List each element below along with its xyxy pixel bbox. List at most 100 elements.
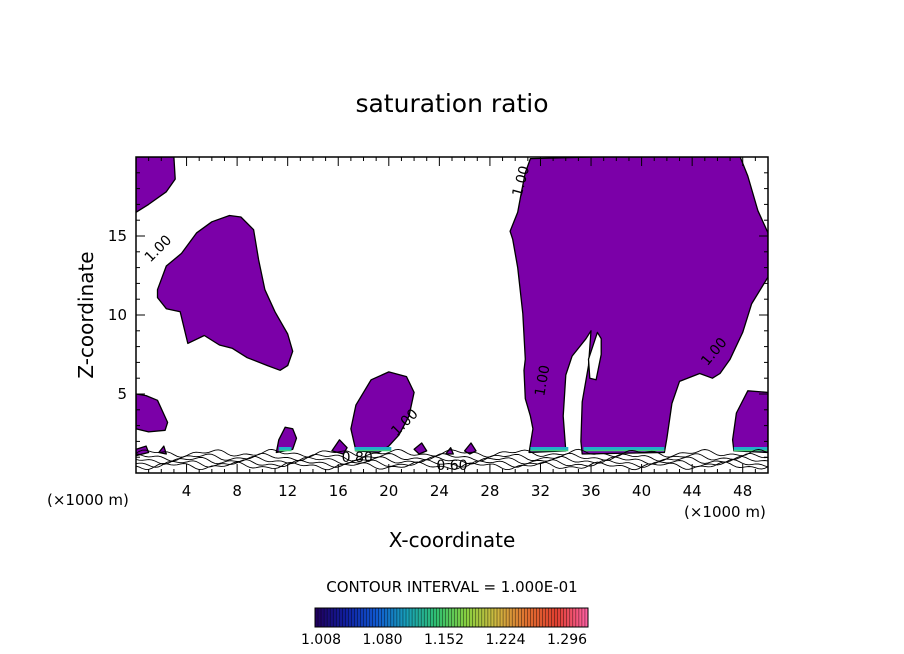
colorbar-cell: [533, 608, 537, 627]
y-tick-label: 5: [117, 385, 127, 403]
colorbar-cell: [387, 608, 392, 627]
colorbar-cell: [345, 608, 349, 627]
colorbar-cell: [375, 608, 379, 627]
colorbar-cell: [548, 608, 552, 627]
region-small-11: [275, 426, 298, 454]
surface-contour-line: [136, 448, 768, 458]
x-axis-label: X-coordinate: [389, 528, 516, 552]
colorbar-cell: [481, 608, 486, 627]
colorbar-cell: [536, 608, 540, 627]
colorbar-cell: [342, 608, 346, 627]
colorbar-cell: [366, 608, 370, 627]
x-tick-label: 24: [430, 482, 449, 500]
colorbar: [314, 608, 589, 627]
region-small-22: [413, 442, 428, 455]
colorbar-cell: [493, 608, 498, 627]
colorbar-cell: [415, 608, 419, 627]
colorbar-cell: [530, 608, 534, 627]
colorbar-cell: [515, 608, 519, 627]
colorbar-cell: [490, 608, 495, 627]
colorbar-label: 1.296: [547, 632, 587, 648]
colorbar-cell: [372, 608, 376, 627]
colorbar-cell: [454, 608, 458, 627]
colorbar-cell: [448, 608, 452, 627]
colorbar-cell: [402, 608, 407, 627]
colorbar-cell: [509, 608, 513, 627]
colorbar-cell: [369, 608, 373, 627]
contour-label: 1.00: [532, 364, 553, 397]
colorbar-cell: [396, 608, 401, 627]
colorbar-cell: [566, 608, 571, 627]
colorbar-cell: [545, 608, 549, 627]
x-tick-label: 48: [733, 482, 752, 500]
colorbar-cell: [318, 608, 322, 627]
colorbar-label: 1.008: [301, 632, 341, 648]
colorbar-cell: [521, 608, 525, 627]
x-axis-ticks: 4 8 12 16 20 24 28 32 36 40 44 48: [148, 157, 756, 500]
colorbar-cell: [466, 608, 470, 627]
contour-label: 0.80: [342, 450, 373, 466]
colorbar-cell: [390, 608, 395, 627]
region-center-right: [509, 157, 768, 455]
colorbar-cell: [569, 608, 574, 627]
colorbar-cell: [560, 608, 565, 627]
colorbar-cell: [393, 608, 398, 627]
colorbar-cell: [551, 608, 555, 627]
colorbar-frame: [314, 607, 589, 628]
colorbar-cell: [472, 608, 477, 627]
colorbar-cell: [497, 608, 501, 627]
region-left-cloud: [156, 214, 294, 371]
colorbar-cell: [327, 608, 331, 627]
colorbar-cell: [430, 608, 434, 627]
colorbar-label: 1.080: [362, 632, 402, 648]
colorbar-cell: [445, 608, 449, 627]
saturated-regions: [136, 157, 768, 457]
x-tick-label: 36: [581, 482, 600, 500]
colorbar-cell: [406, 608, 410, 627]
colorbar-cell: [336, 608, 340, 627]
x-tick-label: 4: [182, 482, 192, 500]
colorbar-cell: [563, 608, 568, 627]
colorbar-cell: [539, 608, 543, 627]
colorbar-cell: [478, 608, 483, 627]
colorbar-cell: [542, 608, 546, 627]
chart-title: saturation ratio: [355, 89, 548, 118]
colorbar-cell: [500, 608, 504, 627]
colorbar-cell: [442, 608, 446, 627]
colorbar-cell: [354, 608, 358, 627]
colorbar-cell: [418, 608, 422, 627]
colorbar-cell: [451, 608, 455, 627]
colorbar-label: 1.224: [485, 632, 525, 648]
colorbar-cell: [512, 608, 516, 627]
region-low-right: [731, 390, 768, 454]
region-low-left: [136, 393, 169, 433]
y-axis-label: Z-coordinate: [74, 251, 98, 378]
colorbar-cell: [321, 608, 325, 627]
colorbar-cell: [433, 608, 437, 627]
colorbar-cell: [460, 608, 464, 627]
surface-contour-line: [136, 456, 768, 465]
colorbar-cell: [324, 608, 328, 627]
y-unit-label: (×1000 m): [684, 503, 766, 521]
colorbar-cell: [439, 608, 443, 627]
colorbar-cell: [384, 608, 389, 627]
colorbar-cell: [518, 608, 522, 627]
colorbar-cell: [333, 608, 337, 627]
surface-contour-line: [136, 452, 768, 462]
colorbar-cell: [487, 608, 492, 627]
colorbar-cell: [469, 608, 474, 627]
region-small-0: [136, 445, 150, 457]
x-tick-label: 28: [480, 482, 499, 500]
colorbar-cell: [584, 608, 589, 627]
colorbar-cell: [578, 608, 583, 627]
colorbar-cell: [557, 608, 561, 627]
x-tick-label: 44: [683, 482, 702, 500]
colorbar-cell: [357, 608, 361, 627]
contour-label: 1.00: [510, 164, 534, 198]
colorbar-cell: [527, 608, 531, 627]
colorbar-cell: [399, 608, 404, 627]
colorbar-cell: [503, 608, 507, 627]
contour-label: 0.60: [436, 458, 467, 474]
x-tick-label: 8: [232, 482, 242, 500]
